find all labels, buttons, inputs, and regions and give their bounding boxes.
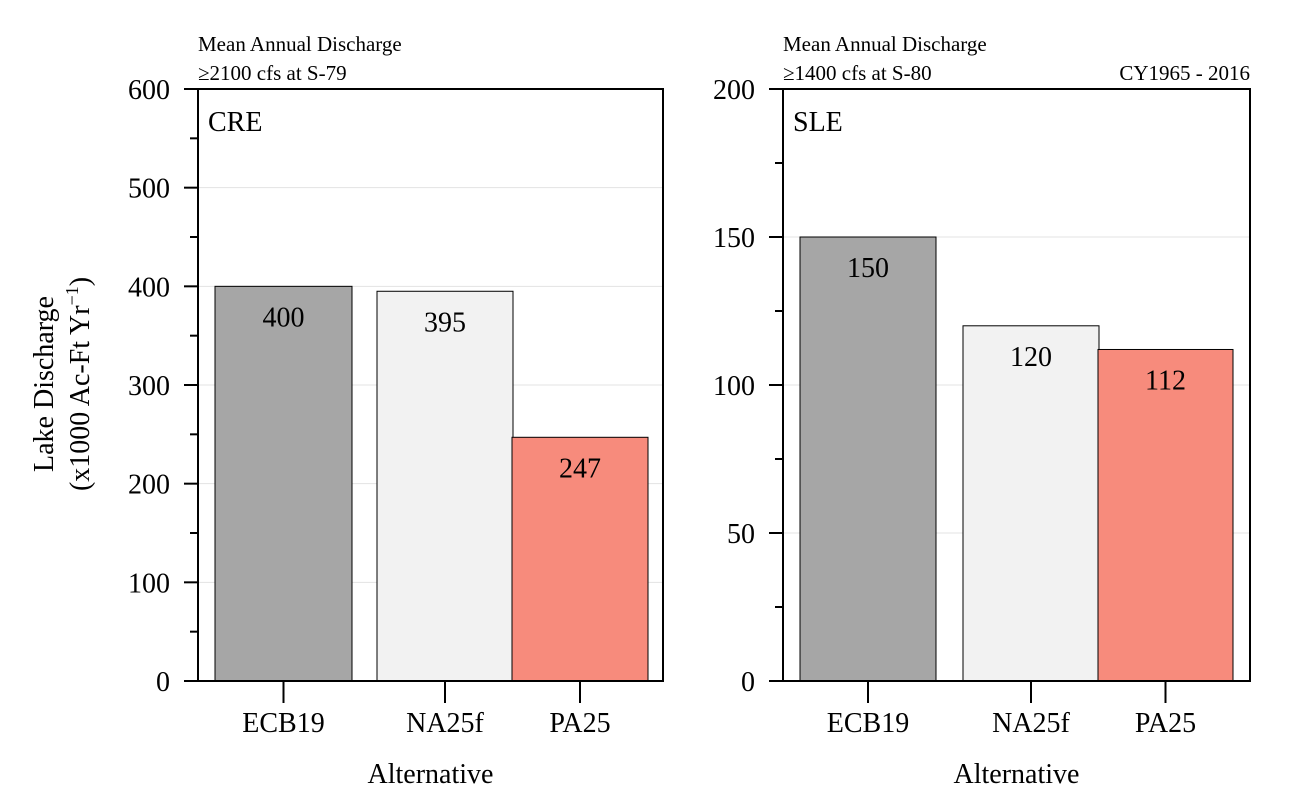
y-axis-unit-close: ): [65, 277, 96, 286]
subtitle-line-2: ≥1400 cfs at S-80: [783, 61, 932, 85]
data-label-na25f: 395: [424, 307, 466, 338]
y-tick-label: 300: [128, 371, 170, 402]
bar-pa25: [1097, 348, 1234, 682]
x-tick-label-ecb19: ECB19: [242, 708, 324, 739]
y-axis-unit-superscript: −1: [62, 286, 82, 305]
y-tick-label: 600: [128, 75, 170, 106]
subtitle-line-2: ≥2100 cfs at S-79: [198, 61, 347, 85]
bar-ecb19: [799, 236, 937, 682]
y-tick-label: 200: [128, 470, 170, 501]
chart-panel-sle: 150 120 112 0 50 100 150 200 ECB19 NA25f PA25 Alter…: [713, 32, 1251, 790]
data-label-ecb19: 150: [847, 253, 889, 284]
x-axis-title: Alternative: [368, 759, 494, 790]
panel-label: CRE: [208, 107, 262, 138]
data-label-pa25: 112: [1145, 365, 1186, 396]
x-tick-label-pa25: PA25: [1135, 708, 1196, 739]
subtitle-line-1: Mean Annual Discharge: [783, 32, 987, 56]
panel-label: SLE: [793, 107, 843, 138]
y-tick-label: 100: [713, 371, 755, 402]
y-tick-label: 500: [128, 174, 170, 205]
y-tick-label: 200: [713, 75, 755, 106]
bar-na25f: [962, 325, 1100, 682]
data-label-pa25: 247: [559, 453, 601, 484]
x-axis-title: Alternative: [954, 759, 1080, 790]
y-axis-title-line-1: Lake Discharge: [29, 296, 60, 472]
x-tick-label-na25f: NA25f: [992, 708, 1070, 739]
subtitle-line-1: Mean Annual Discharge: [198, 32, 402, 56]
data-label-ecb19: 400: [263, 302, 305, 333]
y-tick-label: 50: [727, 519, 755, 550]
data-label-na25f: 120: [1010, 342, 1052, 373]
y-tick-label: 0: [156, 667, 170, 698]
chart-panel-cre: 400 395 247 0 100 200 300 400 500 600 ECB19 NA25f PA…: [29, 32, 664, 790]
y-tick-label: 100: [128, 568, 170, 599]
bar-ecb19: [214, 285, 353, 682]
y-tick-label: 0: [741, 667, 755, 698]
bar-na25f: [376, 290, 514, 682]
y-axis-unit-text: (x1000 Ac-Ft Yr: [65, 305, 96, 491]
y-axis-title: Lake Discharge (x1000 Ac-Ft Yr−1): [29, 277, 96, 491]
period-label: CY1965 - 2016: [1119, 61, 1250, 85]
y-tick-label: 150: [713, 223, 755, 254]
x-tick-label-ecb19: ECB19: [827, 708, 909, 739]
y-tick-label: 400: [128, 272, 170, 303]
bar-pa25: [511, 436, 649, 682]
x-tick-label-na25f: NA25f: [406, 708, 484, 739]
y-axis-title-line-2: (x1000 Ac-Ft Yr−1): [62, 277, 96, 491]
x-tick-label-pa25: PA25: [549, 708, 610, 739]
